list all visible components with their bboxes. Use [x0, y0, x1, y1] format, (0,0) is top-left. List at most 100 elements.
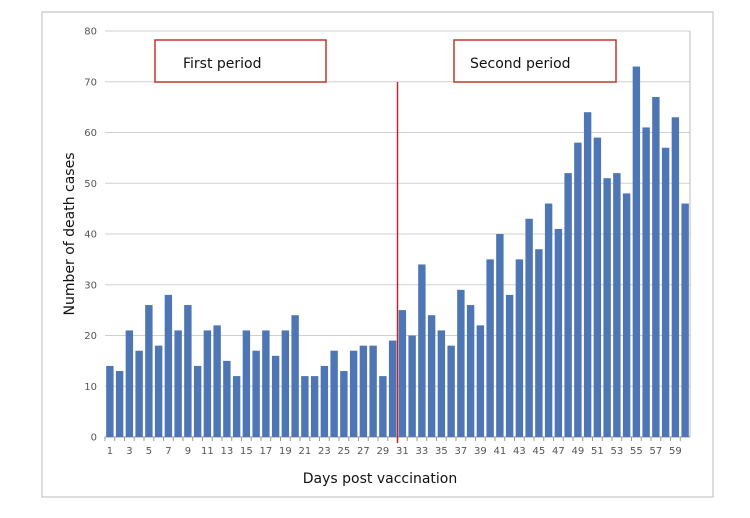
bar-day-1 — [106, 365, 114, 437]
bar-day-8 — [174, 330, 182, 437]
bar-day-33 — [418, 264, 426, 437]
first-period-label: First period — [183, 56, 262, 72]
bar-day-58 — [661, 147, 670, 437]
bar-day-50 — [583, 112, 592, 437]
bar-day-27 — [359, 345, 368, 437]
y-tick-label: 70 — [84, 77, 97, 88]
x-tick-label: 15 — [240, 446, 253, 457]
bar-day-10 — [193, 365, 202, 437]
bar-day-32 — [408, 335, 416, 437]
bar-day-5 — [145, 305, 153, 437]
x-tick-label: 45 — [533, 446, 546, 457]
second-period-label: Second period — [470, 56, 571, 72]
bar-day-59 — [671, 117, 680, 438]
bar-day-19 — [281, 330, 290, 437]
bar-day-13 — [223, 360, 231, 437]
bar-day-51 — [593, 137, 602, 437]
bar-day-15 — [242, 330, 251, 437]
bar-day-40 — [486, 259, 494, 437]
bar-day-11 — [203, 330, 212, 437]
first-period-box — [154, 39, 327, 83]
bar-day-49 — [574, 142, 582, 437]
x-tick-label: 17 — [260, 446, 273, 457]
bar-day-60 — [681, 203, 689, 437]
bar-day-39 — [476, 325, 485, 437]
bar-day-28 — [369, 345, 377, 437]
y-tick-label: 80 — [84, 27, 97, 38]
x-tick-label: 21 — [299, 446, 312, 457]
y-tick-label: 40 — [84, 230, 97, 241]
bar-day-35 — [437, 330, 446, 437]
bar-day-14 — [232, 376, 241, 437]
x-tick-label: 41 — [494, 446, 507, 457]
bar-day-52 — [603, 178, 611, 438]
bar-day-46 — [544, 203, 553, 437]
y-tick-label: 10 — [84, 382, 97, 393]
y-tick-label: 50 — [84, 179, 97, 190]
bar-day-18 — [271, 355, 280, 437]
bar-day-20 — [291, 315, 299, 437]
bar-day-7 — [164, 294, 173, 437]
x-tick-label: 9 — [185, 446, 191, 457]
second-period-box — [453, 39, 617, 83]
bar-day-16 — [252, 350, 260, 437]
chart-frame — [41, 11, 714, 498]
bar-day-17 — [262, 330, 270, 437]
bar-day-37 — [457, 289, 465, 437]
x-tick-label: 57 — [650, 446, 663, 457]
x-tick-label: 39 — [474, 446, 487, 457]
bar-day-47 — [554, 228, 563, 437]
bar-day-45 — [535, 249, 543, 437]
bar-day-54 — [622, 193, 631, 437]
bar-day-48 — [564, 173, 572, 437]
bar-day-12 — [213, 325, 221, 437]
bar-day-30 — [388, 340, 397, 437]
bar-day-26 — [349, 350, 358, 437]
bar-day-9 — [184, 305, 192, 437]
x-tick-label: 27 — [357, 446, 370, 457]
x-tick-label: 37 — [455, 446, 468, 457]
x-tick-label: 43 — [513, 446, 526, 457]
bar-day-29 — [379, 376, 387, 437]
bar-day-6 — [154, 345, 163, 437]
x-tick-label: 23 — [318, 446, 331, 457]
bar-day-44 — [525, 218, 533, 437]
bar-day-34 — [427, 315, 436, 437]
x-tick-label: 55 — [630, 446, 643, 457]
x-tick-label: 1 — [107, 446, 113, 457]
bar-day-23 — [320, 365, 329, 437]
bar-day-3 — [125, 330, 134, 437]
x-tick-label: 59 — [669, 446, 682, 457]
y-tick-label: 20 — [84, 331, 97, 342]
bar-day-24 — [330, 350, 338, 437]
y-tick-label: 0 — [91, 433, 97, 444]
bar-day-21 — [301, 376, 309, 437]
bar-day-38 — [466, 305, 475, 437]
x-tick-label: 33 — [416, 446, 429, 457]
x-tick-label: 53 — [611, 446, 624, 457]
x-tick-label: 35 — [435, 446, 448, 457]
x-tick-label: 51 — [591, 446, 604, 457]
bar-day-53 — [613, 173, 621, 437]
bar-day-55 — [632, 66, 641, 438]
x-tick-label: 19 — [279, 446, 292, 457]
x-tick-label: 29 — [377, 446, 390, 457]
x-tick-label: 31 — [396, 446, 409, 457]
bar-day-4 — [135, 350, 143, 437]
x-tick-label: 7 — [165, 446, 171, 457]
bar-day-42 — [505, 294, 514, 437]
y-tick-label: 60 — [84, 128, 97, 139]
bar-day-2 — [115, 371, 124, 437]
x-tick-label: 13 — [221, 446, 234, 457]
bar-day-22 — [310, 376, 319, 437]
bar-day-31 — [398, 310, 407, 437]
bar-day-25 — [340, 371, 348, 437]
y-tick-label: 30 — [84, 280, 97, 291]
x-tick-label: 3 — [126, 446, 132, 457]
bar-day-56 — [642, 127, 650, 438]
bar-day-57 — [652, 96, 660, 437]
x-tick-label: 49 — [572, 446, 585, 457]
y-axis-title: Number of death cases — [62, 152, 78, 315]
x-axis-title: Days post vaccination — [303, 471, 458, 487]
x-tick-label: 47 — [552, 446, 565, 457]
